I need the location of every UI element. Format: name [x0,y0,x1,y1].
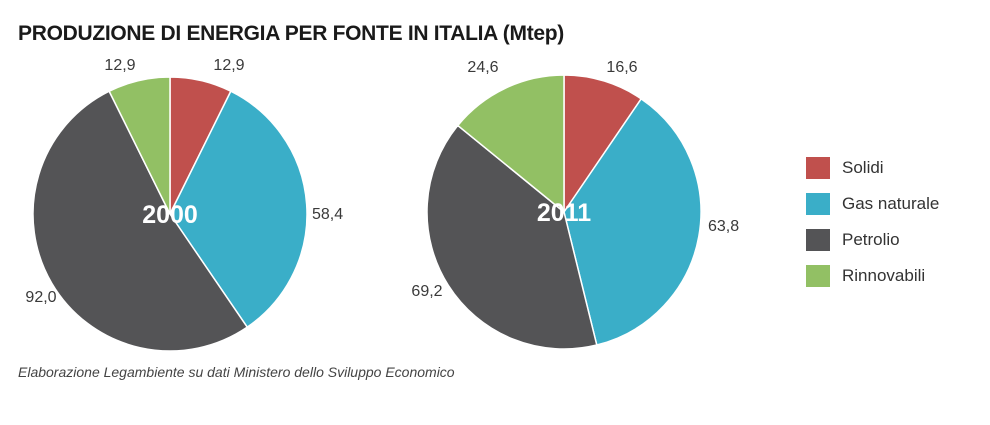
legend-label-solidi: Solidi [842,158,884,177]
data-label-petrolio-2000: 92,0 [25,289,56,306]
legend-item-gas-naturale: Gas naturale [806,186,939,222]
data-label-rinnovabili-2000: 12,9 [104,57,135,74]
legend-label-rinnovabili: Rinnovabili [842,266,926,285]
pie-slice-gas-naturale-2000 [169,90,308,328]
data-label-rinnovabili-2011: 24,6 [467,59,498,76]
chart-title: PRODUZIONE DI ENERGIA PER FONTE IN ITALI… [18,22,564,45]
pie-slice-solidi-2011 [563,74,642,213]
legend-item-petrolio: Petrolio [806,222,939,258]
legend-item-rinnovabili: Rinnovabili [806,258,939,294]
legend-swatch-gas-naturale [806,193,830,215]
pie-slice-gas-naturale-2011 [563,98,702,346]
legend-label-gas-naturale: Gas naturale [842,194,940,213]
data-label-solidi-2011: 16,6 [606,59,637,76]
year-label-2000: 2000 [142,201,198,229]
pie-slice-petrolio-2000 [32,90,248,352]
data-label-solidi-2000: 12,9 [213,57,244,74]
legend: Solidi Gas naturale Petrolio Rinnovabili [806,150,939,294]
legend-swatch-petrolio [806,229,830,251]
data-label-gas-naturale-2000: 58,4 [312,206,343,223]
pie-chart-2000: 12,9 58,4 92,0 12,9 2000 [25,57,343,352]
legend-label-petrolio: Petrolio [842,230,900,249]
pie-slice-rinnovabili-2000 [108,76,171,215]
pie-slice-petrolio-2011 [426,124,598,350]
legend-item-solidi: Solidi [806,150,939,186]
pie-chart-2011: 16,6 63,8 69,2 24,6 2011 [411,59,739,350]
legend-swatch-solidi [806,157,830,179]
data-label-petrolio-2011: 69,2 [411,283,442,300]
year-label-2011: 2011 [537,199,591,227]
pie-slice-rinnovabili-2011 [457,74,565,213]
data-label-gas-naturale-2011: 63,8 [708,218,739,235]
source-note: Elaborazione Legambiente su dati Ministe… [18,364,455,380]
legend-swatch-rinnovabili [806,265,830,287]
